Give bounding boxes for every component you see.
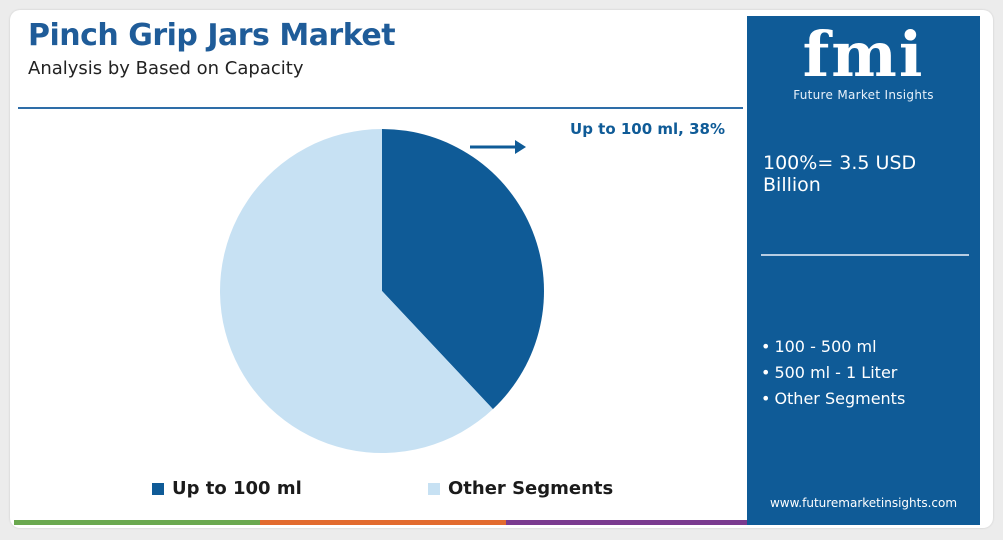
- legend-item-other-segments: Other Segments: [428, 478, 613, 499]
- market-total-label: 100%= 3.5 USD Billion: [763, 152, 917, 196]
- legend-item-up-to-100ml: Up to 100 ml: [152, 478, 302, 499]
- legend-swatch: [428, 482, 440, 495]
- list-item: • 100 - 500 ml: [761, 334, 905, 360]
- legend-swatch: [152, 482, 164, 495]
- segment-label: Other Segments: [774, 389, 906, 408]
- pie-slice-up-to-100-ml: [382, 129, 544, 410]
- logo-caption: Future Market Insights: [793, 88, 934, 102]
- pie-chart: [219, 129, 544, 454]
- legend-label: Up to 100 ml: [172, 478, 302, 499]
- pie-slice-other-segments: [219, 129, 493, 454]
- report-card: Pinch Grip Jars Market Analysis by Based…: [10, 10, 993, 528]
- bar-segment-orange: [260, 520, 506, 525]
- title-divider: [18, 107, 743, 109]
- info-side-panel: fmi Future Market Insights 100%= 3.5 USD…: [747, 16, 980, 525]
- fmi-logo: fmi Future Market Insights: [747, 18, 980, 103]
- page-title: Pinch Grip Jars Market: [28, 18, 396, 53]
- bar-segment-purple: [506, 520, 748, 525]
- page-subtitle: Analysis by Based on Capacity: [28, 58, 304, 79]
- segment-list: • 100 - 500 ml • 500 ml - 1 Liter • Other S…: [761, 334, 905, 412]
- website-link[interactable]: www.futuremarketinsights.com: [769, 496, 958, 510]
- bar-segment-green: [14, 520, 260, 525]
- bottom-color-bar: [14, 520, 748, 525]
- list-item: • Other Segments: [761, 386, 905, 412]
- list-item: • 500 ml - 1 Liter: [761, 360, 905, 386]
- logo-wordmark: fmi: [802, 18, 925, 91]
- bullet-icon: •: [761, 389, 771, 408]
- panel-divider: [761, 254, 969, 256]
- segment-label: 500 ml - 1 Liter: [774, 363, 898, 382]
- callout-arrow: [470, 140, 526, 154]
- bullet-icon: •: [761, 337, 771, 356]
- pie-slices: [219, 129, 544, 454]
- slice-callout-label: Up to 100 ml, 38%: [570, 120, 725, 138]
- bullet-icon: •: [761, 363, 771, 382]
- segment-label: 100 - 500 ml: [774, 337, 877, 356]
- legend-label: Other Segments: [448, 478, 614, 499]
